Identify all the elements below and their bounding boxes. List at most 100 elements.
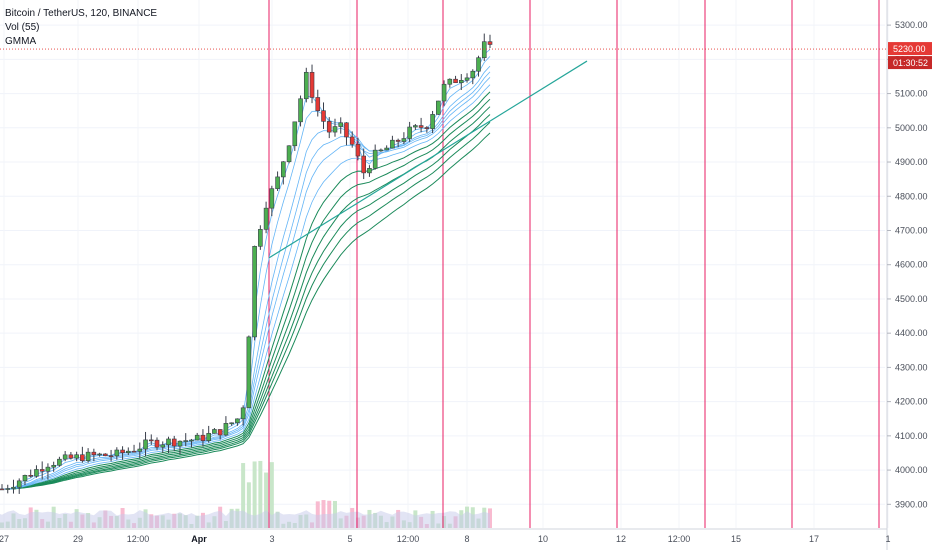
- volume-bar: [252, 461, 257, 528]
- candle-body: [281, 161, 286, 178]
- legend-volume[interactable]: Vol (55): [5, 22, 40, 33]
- candle-body: [223, 423, 229, 436]
- volume-bar: [246, 482, 251, 528]
- time-axis[interactable]: 27 29 12:00 Apr 3 5 12:00 8 10 12 12:00 15 17 1: [0, 528, 891, 544]
- candle-body: [372, 149, 378, 169]
- gmma-long-line: [2, 121, 491, 490]
- price-axis[interactable]: 5300.005200.005100.005000.004900.004800.…: [886, 0, 928, 550]
- candle-body: [91, 451, 97, 456]
- x-tick-label: 10: [538, 534, 548, 544]
- candle-body: [263, 207, 269, 230]
- time-cycle-lines: [268, 0, 880, 528]
- y-tick-label: 4200.00: [895, 397, 928, 407]
- gmma-lines: [1, 49, 491, 490]
- countdown-tag-bg: [888, 56, 932, 70]
- x-tick-label: 12:00: [127, 534, 150, 544]
- trendline: [268, 60, 588, 259]
- candle-body: [34, 469, 39, 477]
- candle-body: [194, 434, 200, 441]
- candle-body: [80, 454, 85, 462]
- candle-body: [28, 475, 34, 477]
- candle-body: [355, 144, 361, 157]
- y-tick-label: 4100.00: [895, 431, 928, 441]
- volume-ma-area: [0, 510, 490, 528]
- trendline-group[interactable]: [268, 60, 588, 259]
- candle-body: [453, 78, 458, 84]
- x-tick-label: 17: [809, 534, 819, 544]
- candle-body: [160, 444, 166, 448]
- candle-body: [85, 451, 91, 462]
- candle-body: [212, 429, 217, 434]
- candle-body: [470, 70, 476, 79]
- candle-body: [0, 488, 5, 491]
- gmma-short-line: [1, 56, 491, 490]
- candle-body: [62, 454, 68, 460]
- candle-body: [258, 229, 263, 247]
- volume-bar: [269, 462, 274, 528]
- x-tick-label: 5: [347, 534, 352, 544]
- y-tick-label: 4400.00: [895, 328, 928, 338]
- candle-body: [11, 486, 16, 489]
- candle-body: [206, 433, 211, 441]
- candle-body: [407, 126, 412, 139]
- candle-body: [326, 121, 332, 133]
- y-tick-label: 4000.00: [895, 465, 928, 475]
- candle-body: [235, 418, 240, 424]
- x-tick-label: 27: [0, 534, 9, 544]
- volume-bar: [241, 463, 246, 528]
- candle-body: [418, 125, 424, 128]
- candle-body: [108, 455, 114, 458]
- candle-body: [97, 453, 102, 456]
- candle-body: [5, 488, 11, 490]
- candle-body: [487, 41, 493, 45]
- legend-symbol[interactable]: Bitcoin / TetherUS, 120, BINANCE: [5, 8, 158, 19]
- candle-body: [349, 136, 355, 145]
- candle-body: [269, 188, 275, 209]
- candle-body: [424, 127, 430, 129]
- y-tick-label: 4500.00: [895, 294, 928, 304]
- gmma-short-line: [1, 77, 491, 490]
- candlesticks: [0, 33, 493, 494]
- candle-body: [131, 450, 137, 453]
- candle-body: [384, 147, 389, 151]
- y-tick-label: 4800.00: [895, 191, 928, 201]
- x-tick-label: 8: [464, 534, 469, 544]
- x-tick-label: 12: [616, 534, 626, 544]
- candle-body: [103, 453, 108, 457]
- volume-bars: [0, 460, 492, 528]
- volume-bar: [264, 472, 269, 528]
- y-tick-label: 5000.00: [895, 123, 928, 133]
- price-tag-bg: [888, 42, 932, 56]
- candle-body: [171, 438, 177, 447]
- candle-body: [481, 41, 487, 59]
- candle-body: [166, 438, 171, 446]
- candle-body: [120, 449, 125, 454]
- candle-body: [45, 466, 51, 472]
- candle-body: [332, 126, 338, 133]
- gmma-short-line: [1, 49, 491, 490]
- candle-body: [126, 450, 131, 454]
- gmma-short-line: [1, 71, 491, 490]
- candle-body: [189, 439, 194, 442]
- x-tick-label: 3: [269, 534, 274, 544]
- x-tick-label: 1: [885, 534, 890, 544]
- candle-body: [447, 78, 453, 85]
- chart-legend: Bitcoin / TetherUS, 120, BINANCE Vol (55…: [5, 7, 157, 49]
- candle-body: [22, 475, 28, 482]
- candle-body: [395, 139, 401, 142]
- candle-body: [57, 458, 62, 466]
- candle-body: [344, 122, 349, 138]
- candle-body: [292, 121, 298, 147]
- candle-body: [436, 100, 441, 115]
- x-tick-label: 12:00: [668, 534, 691, 544]
- candle-body: [361, 155, 366, 174]
- candle-body: [286, 145, 292, 163]
- y-tick-label: 4900.00: [895, 157, 928, 167]
- legend-indicator[interactable]: GMMA: [5, 36, 37, 47]
- x-tick-label: Apr: [191, 534, 207, 544]
- candle-body: [148, 439, 154, 442]
- candle-body: [430, 114, 435, 129]
- gmma-long-line: [2, 98, 491, 490]
- volume-bar: [258, 460, 263, 528]
